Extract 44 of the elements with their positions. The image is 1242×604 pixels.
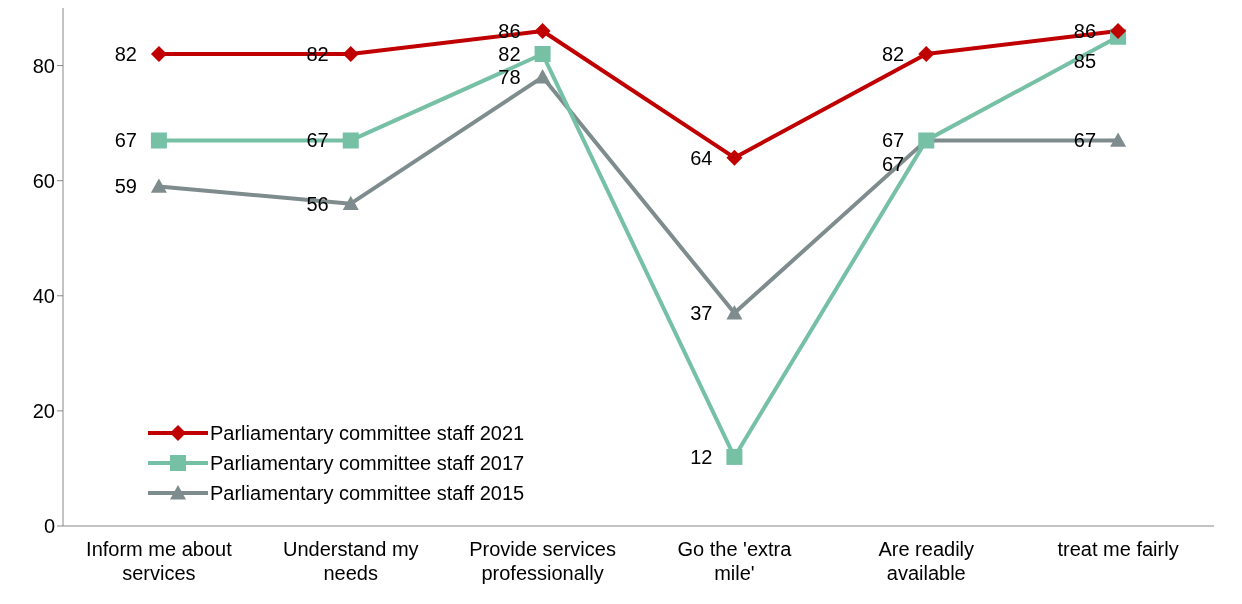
point	[918, 46, 935, 63]
point	[726, 305, 743, 320]
data-label: 67	[306, 129, 329, 152]
data-label: 59	[114, 175, 137, 198]
legend-label: Parliamentary committee staff 2017	[210, 451, 525, 475]
point	[150, 178, 167, 193]
legend-label: Parliamentary committee staff 2015	[210, 481, 525, 505]
data-label: 82	[498, 43, 521, 66]
legend-label: Parliamentary committee staff 2021	[210, 421, 525, 445]
point	[150, 46, 167, 63]
data-label: 67	[882, 153, 905, 176]
data-label: 67	[1073, 129, 1097, 152]
y-tick-label: 40	[32, 284, 55, 307]
data-label: 64	[690, 146, 713, 169]
point	[342, 46, 359, 63]
data-label: 67	[114, 129, 137, 152]
data-label: 37	[690, 302, 713, 325]
data-label: 12	[690, 445, 713, 468]
data-label: 82	[882, 43, 905, 66]
point	[726, 149, 743, 166]
x-tick-label: Understand my needs	[282, 538, 419, 584]
point	[1110, 132, 1127, 147]
x-tick-label: Inform me about services	[86, 538, 233, 584]
y-tick-label: 80	[32, 54, 55, 77]
y-tick-label: 0	[43, 515, 55, 538]
point	[726, 448, 743, 465]
point	[534, 46, 551, 63]
point	[534, 23, 551, 40]
x-tick-label: Go the 'extra mile'	[677, 538, 793, 584]
point	[342, 132, 359, 149]
point	[1110, 23, 1127, 40]
x-tick-label: Provide services professionally	[469, 538, 616, 584]
data-label: 67	[882, 129, 905, 152]
x-tick-label: treat me fairly	[1057, 538, 1179, 560]
x-tick-label: Are readily available	[878, 538, 975, 584]
data-label: 82	[114, 43, 137, 66]
point	[534, 69, 551, 84]
data-label: 78	[498, 66, 521, 89]
point	[150, 132, 167, 149]
y-tick-label: 60	[32, 169, 55, 192]
data-label: 85	[1073, 49, 1097, 72]
y-tick-label: 20	[32, 399, 55, 422]
data-label: 56	[306, 192, 329, 215]
point	[342, 195, 359, 211]
